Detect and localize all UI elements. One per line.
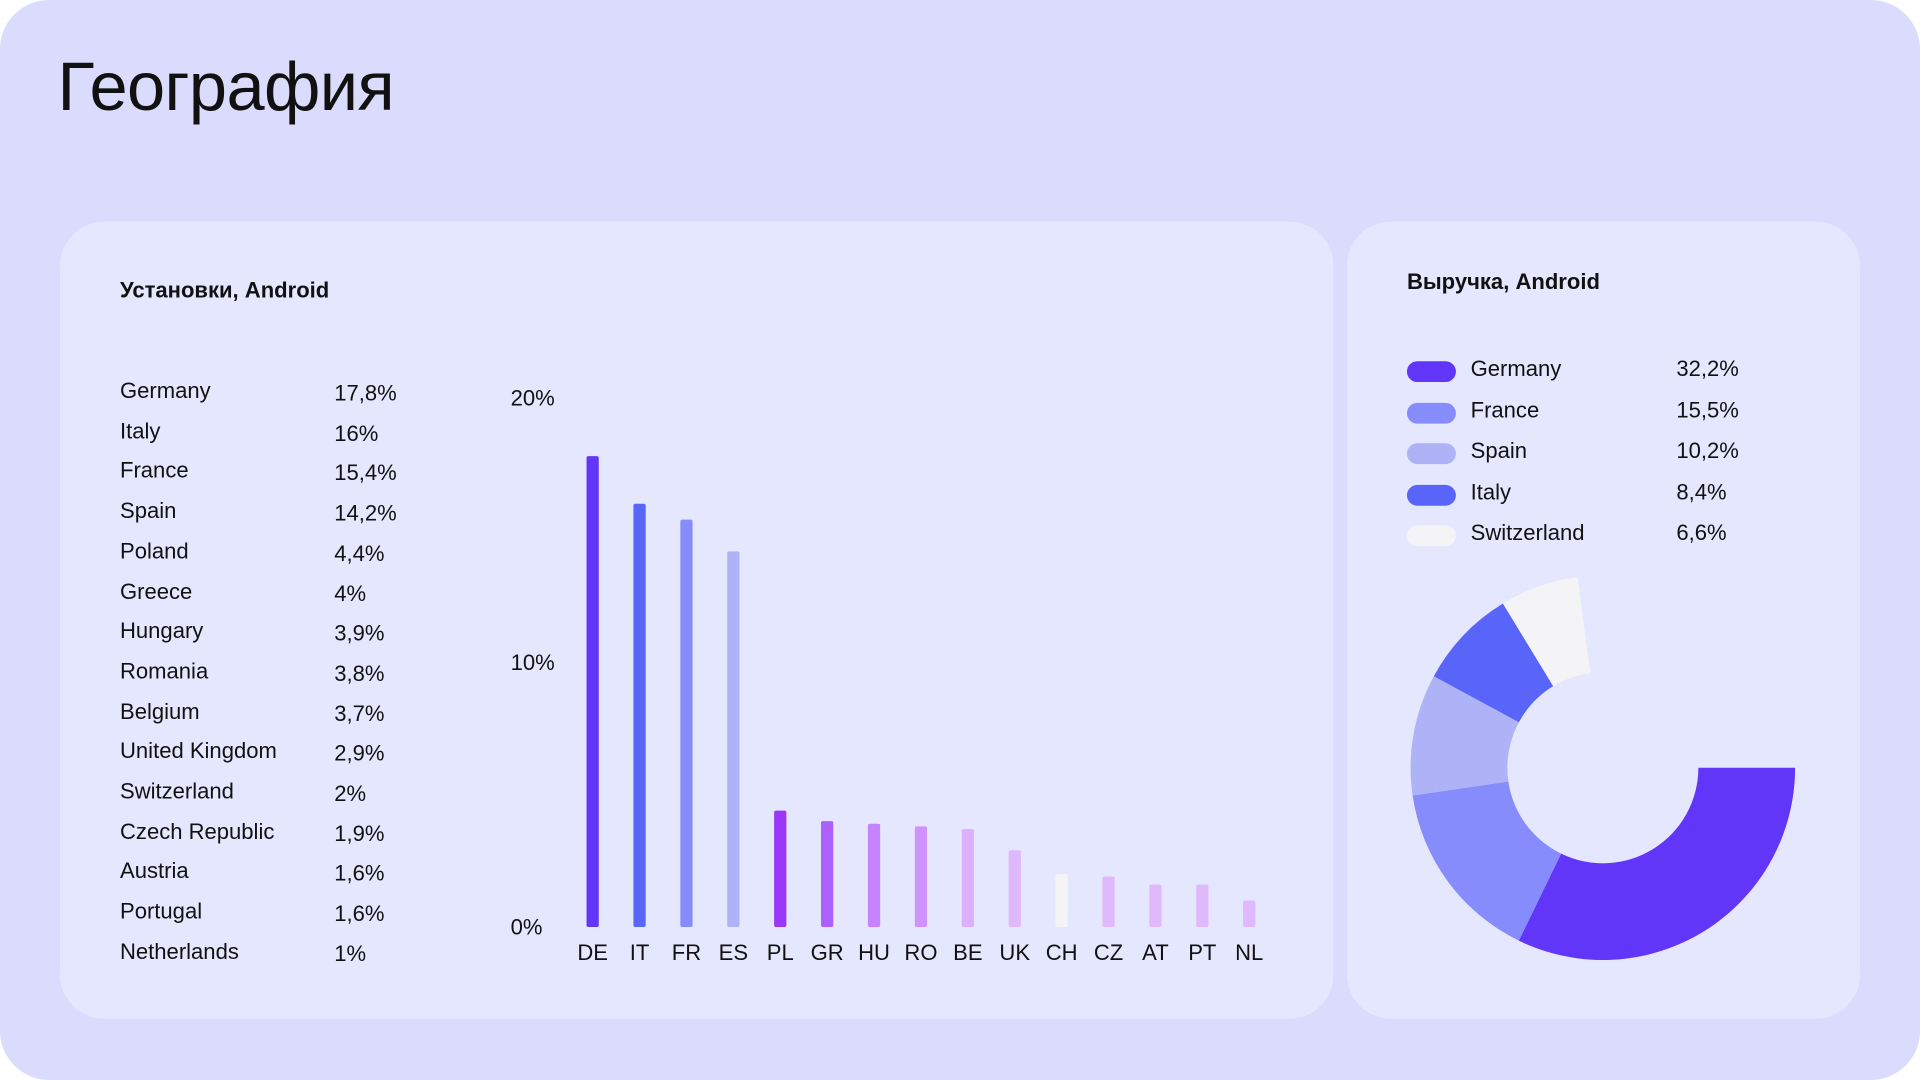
bar-fr xyxy=(680,519,693,927)
x-tick-label: PL xyxy=(767,940,794,965)
bar-hu xyxy=(867,823,881,927)
bar-it xyxy=(633,503,646,927)
page-title: География xyxy=(57,47,395,125)
x-tick-label: HU xyxy=(858,940,890,965)
x-tick-label: CH xyxy=(1046,940,1078,965)
bar-nl xyxy=(1243,900,1256,927)
installs-value: 1% xyxy=(334,941,367,966)
installs-value: 4% xyxy=(334,581,367,606)
installs-country: Hungary xyxy=(120,618,204,644)
installs-country: France xyxy=(120,458,189,483)
installs-country: Germany xyxy=(120,378,211,403)
installs-value: 4,4% xyxy=(334,540,385,566)
bar-ch xyxy=(1055,874,1068,927)
y-tick-label: 10% xyxy=(511,650,555,675)
bar-gr xyxy=(821,821,834,927)
installs-country: Poland xyxy=(120,538,189,564)
y-tick-label: 0% xyxy=(511,914,543,939)
installs-value: 2% xyxy=(334,781,367,806)
installs-country: Austria xyxy=(120,858,189,884)
bar-ro xyxy=(914,826,928,927)
revenue-donut-chart xyxy=(1410,577,1796,961)
x-tick-label: CZ xyxy=(1094,940,1123,965)
legend-country: Germany xyxy=(1470,356,1562,381)
bar-uk xyxy=(1008,850,1021,927)
x-tick-label: NL xyxy=(1235,940,1263,965)
x-tick-label: GR xyxy=(811,940,844,965)
legend-swatch xyxy=(1406,443,1456,465)
installs-value: 3,8% xyxy=(334,661,385,686)
legend-value: 10,2% xyxy=(1676,438,1739,463)
legend-value: 15,5% xyxy=(1676,397,1739,422)
legend-swatch xyxy=(1406,484,1456,506)
installs-value: 1,6% xyxy=(334,861,385,886)
installs-value: 17,8% xyxy=(334,380,397,406)
donut-slice-italy xyxy=(1433,603,1554,723)
installs-value: 3,7% xyxy=(334,701,385,726)
installs-country: Belgium xyxy=(120,698,200,724)
installs-country: Portugal xyxy=(120,898,203,924)
legend-swatch xyxy=(1406,361,1456,383)
bar-de xyxy=(586,456,599,927)
installs-value: 1,9% xyxy=(334,821,385,846)
installs-value: 14,2% xyxy=(334,500,397,526)
x-tick-label: RO xyxy=(904,940,937,965)
donut-slice-spain xyxy=(1410,676,1519,796)
installs-country: Italy xyxy=(120,418,161,443)
installs-value: 2,9% xyxy=(334,741,385,766)
legend-country: Spain xyxy=(1470,438,1527,463)
donut-slice-germany xyxy=(1518,767,1796,961)
x-tick-label: AT xyxy=(1142,940,1169,965)
x-tick-label: PT xyxy=(1188,940,1216,965)
installs-title: Установки, Android xyxy=(120,277,330,303)
x-tick-label: DE xyxy=(577,940,608,965)
x-tick-label: ES xyxy=(719,940,748,965)
installs-card: Установки, Android Germany 17,8% Italy 16% F… xyxy=(60,221,1334,1019)
installs-value: 15,4% xyxy=(334,460,397,486)
donut-slice-switzerland xyxy=(1502,577,1591,687)
installs-country: Romania xyxy=(120,658,209,684)
bar-at xyxy=(1149,884,1162,927)
installs-value: 1,6% xyxy=(334,901,385,926)
x-tick-label: FR xyxy=(672,940,701,965)
installs-bar-chart: 0% 10% 20% DE IT FR ES PL GR HU RO BE UK CH CZ AT PT NL xyxy=(511,385,1275,965)
bar-pt xyxy=(1196,884,1209,927)
installs-value: 3,9% xyxy=(334,621,385,646)
legend-country: Italy xyxy=(1470,479,1512,504)
y-tick-label: 20% xyxy=(511,385,555,410)
bar-es xyxy=(727,551,740,927)
legend-value: 8,4% xyxy=(1676,479,1727,504)
installs-country: Greece xyxy=(120,578,193,604)
installs-country: United Kingdom xyxy=(120,738,277,764)
x-tick-label: UK xyxy=(999,940,1030,965)
installs-country: Switzerland xyxy=(120,778,234,804)
x-tick-label: BE xyxy=(953,940,982,965)
bar-be xyxy=(961,829,974,927)
legend-country: Switzerland xyxy=(1470,520,1585,545)
installs-country: Czech Republic xyxy=(120,818,275,844)
legend-country: France xyxy=(1470,397,1540,422)
installs-value: 16% xyxy=(334,420,379,446)
bar-cz xyxy=(1102,876,1115,927)
revenue-card: Выручка, Android Germany 32,2% France 15,5%… xyxy=(1346,221,1861,1019)
installs-country: Netherlands xyxy=(120,938,239,964)
installs-country: Spain xyxy=(120,498,177,523)
revenue-title: Выручка, Android xyxy=(1406,269,1600,294)
x-tick-label: IT xyxy=(630,940,650,965)
bar-pl xyxy=(774,810,787,927)
legend-swatch xyxy=(1406,402,1456,424)
legend-value: 6,6% xyxy=(1676,520,1727,545)
legend-swatch xyxy=(1406,525,1456,547)
legend-value: 32,2% xyxy=(1676,356,1739,381)
donut-slice-france xyxy=(1412,781,1562,941)
